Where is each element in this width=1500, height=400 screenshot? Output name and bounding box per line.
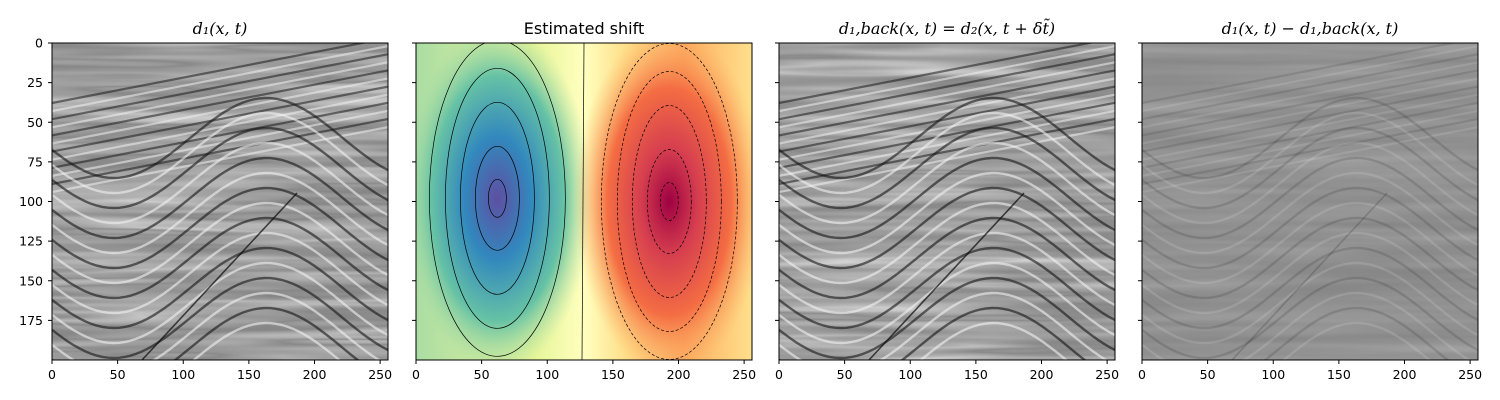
x-tick-label: 100: [898, 367, 922, 382]
x-tick-label: 150: [964, 367, 988, 382]
contour-line: [429, 43, 566, 357]
contour-line: [600, 43, 738, 360]
image-texture: [1142, 43, 1478, 360]
shift-max-region: [574, 43, 752, 360]
plot-area: [52, 43, 388, 360]
x-tick-label: 250: [1095, 367, 1119, 382]
x-tick-label: 0: [1138, 367, 1146, 382]
x-tick-label: 100: [171, 367, 195, 382]
x-tick-label: 50: [474, 367, 490, 382]
panel-title: d₁(x, t): [193, 19, 248, 38]
x-tick-label: 200: [303, 367, 327, 382]
x-tick-label: 0: [775, 367, 783, 382]
x-tick-label: 250: [732, 367, 756, 382]
x-tick-label: 150: [601, 367, 625, 382]
x-tick-label: 200: [667, 367, 691, 382]
y-tick-label: 125: [19, 234, 43, 249]
y-tick-label: 50: [27, 115, 43, 130]
x-tick-label: 200: [1393, 367, 1417, 382]
x-tick-label: 50: [1200, 367, 1216, 382]
contour-line: [616, 71, 722, 332]
panel-title: Estimated shift: [524, 19, 644, 38]
contour-line: [488, 178, 507, 218]
y-tick-label: 25: [27, 75, 43, 90]
x-tick-label: 0: [48, 367, 56, 382]
contour-line: [631, 105, 707, 298]
x-tick-label: 0: [412, 367, 420, 382]
x-tick-label: 100: [1261, 367, 1285, 382]
contour-line: [646, 149, 692, 254]
contour-line: [460, 101, 535, 295]
y-tick-label: 150: [19, 273, 43, 288]
contour-line: [445, 67, 550, 329]
x-tick-label: 200: [1030, 367, 1054, 382]
y-tick-label: 100: [19, 194, 43, 209]
contour-zero: [581, 43, 585, 360]
x-tick-label: 250: [1458, 367, 1482, 382]
x-tick-label: 250: [368, 367, 392, 382]
panel-1: 0 50 100 150 200 250 0 25 50 75 100 125 150 175 d₁(x, …: [19, 19, 392, 382]
contour-line: [475, 145, 520, 251]
x-tick-label: 50: [110, 367, 126, 382]
shift-min-region: [416, 43, 593, 360]
x-tick-label: 150: [1327, 367, 1351, 382]
x-tick-label: 50: [837, 367, 853, 382]
panel-title: d₁,back(x, t) = d₂(x, t + δt̃): [839, 18, 1055, 38]
x-tick-label: 100: [535, 367, 559, 382]
panel-4: 0 50 100 150 200 250 d₁(x, t) − d₁,back(x, t): [1138, 19, 1482, 382]
plot-area: [779, 43, 1115, 360]
contour-line: [659, 182, 679, 221]
y-tick-label: 175: [19, 313, 43, 328]
panel-2: 0 50 100 150 200 250 Estimated shift: [412, 19, 756, 382]
x-tick-label: 150: [237, 367, 261, 382]
panel-3: 0 50 100 150 200 250 d₁,back(x, t) = d₂(x, t +…: [775, 18, 1119, 382]
plot-area: [416, 43, 752, 360]
y-tick-label: 75: [27, 154, 43, 169]
panel-title: d₁(x, t) − d₁,back(x, t): [1222, 19, 1399, 38]
y-tick-label: 0: [35, 36, 43, 51]
plot-area: [1142, 43, 1478, 360]
